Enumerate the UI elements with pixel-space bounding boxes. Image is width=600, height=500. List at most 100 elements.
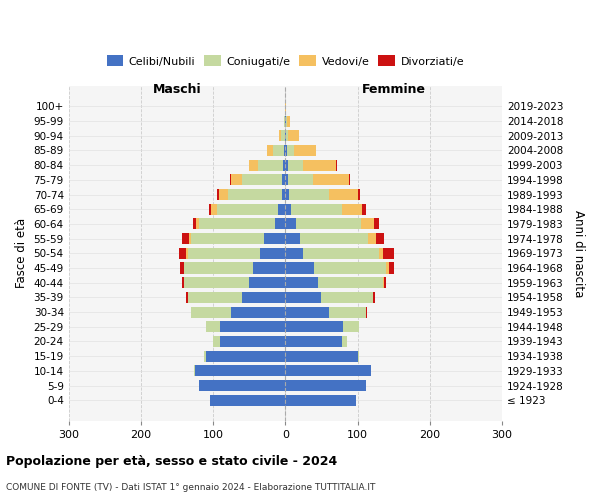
Bar <box>230 174 231 186</box>
Y-axis label: Fasce di età: Fasce di età <box>15 218 28 288</box>
Bar <box>194 366 195 376</box>
Bar <box>184 262 253 274</box>
Bar <box>258 160 283 170</box>
Bar <box>343 322 359 332</box>
Bar <box>180 262 184 274</box>
Bar <box>342 204 362 214</box>
Bar <box>199 380 286 391</box>
Bar <box>286 130 288 141</box>
Bar <box>219 189 227 200</box>
Bar <box>220 322 286 332</box>
Bar <box>366 306 367 318</box>
Bar <box>318 277 383 288</box>
Bar <box>227 189 282 200</box>
Bar <box>286 145 287 156</box>
Bar <box>286 262 314 274</box>
Bar <box>213 336 220 347</box>
Bar <box>286 116 287 126</box>
Bar <box>217 204 278 214</box>
Bar <box>286 174 287 186</box>
Bar <box>231 306 286 318</box>
Bar <box>386 262 389 274</box>
Bar <box>184 277 249 288</box>
Bar <box>289 189 329 200</box>
Bar <box>263 233 286 244</box>
Bar <box>282 174 286 186</box>
Text: Maschi: Maschi <box>153 83 202 96</box>
Bar <box>368 233 376 244</box>
Bar <box>284 130 286 141</box>
Bar <box>182 277 184 288</box>
Bar <box>189 233 191 244</box>
Bar <box>284 145 286 156</box>
Bar <box>249 277 286 288</box>
Bar <box>220 336 286 347</box>
Bar <box>275 218 286 230</box>
Bar <box>286 160 287 170</box>
Bar <box>287 116 290 126</box>
Bar <box>286 189 289 200</box>
Bar <box>217 189 219 200</box>
Bar <box>204 350 206 362</box>
Bar <box>253 262 286 274</box>
Bar <box>349 174 350 186</box>
Bar <box>282 189 286 200</box>
Bar <box>281 130 284 141</box>
Bar <box>322 292 373 303</box>
Bar <box>379 248 383 259</box>
Bar <box>304 248 379 259</box>
Bar <box>361 218 374 230</box>
Legend: Celibi/Nubili, Coniugati/e, Vedovi/e, Divorziati/e: Celibi/Nubili, Coniugati/e, Vedovi/e, Di… <box>102 51 469 71</box>
Bar <box>273 145 284 156</box>
Bar <box>287 174 313 186</box>
Bar <box>187 248 188 259</box>
Bar <box>286 366 371 376</box>
Bar <box>182 233 189 244</box>
Bar <box>286 336 342 347</box>
Text: COMUNE DI FONTE (TV) - Dati ISTAT 1° gennaio 2024 - Elaborazione TUTTITALIA.IT: COMUNE DI FONTE (TV) - Dati ISTAT 1° gen… <box>6 484 376 492</box>
Bar <box>358 350 359 362</box>
Bar <box>296 218 361 230</box>
Bar <box>286 292 322 303</box>
Bar <box>329 306 366 318</box>
Bar <box>383 248 394 259</box>
Text: Popolazione per età, sesso e stato civile - 2024: Popolazione per età, sesso e stato civil… <box>6 454 337 468</box>
Bar <box>294 145 316 156</box>
Bar <box>260 248 286 259</box>
Bar <box>209 394 286 406</box>
Bar <box>286 322 343 332</box>
Bar <box>374 218 379 230</box>
Bar <box>242 292 286 303</box>
Bar <box>249 160 258 170</box>
Bar <box>179 248 187 259</box>
Bar <box>358 189 360 200</box>
Bar <box>288 130 299 141</box>
Bar <box>191 233 263 244</box>
Bar <box>284 116 286 126</box>
Bar <box>209 204 211 214</box>
Bar <box>286 248 304 259</box>
Bar <box>286 277 318 288</box>
Bar <box>187 292 188 303</box>
Bar <box>373 292 375 303</box>
Y-axis label: Anni di nascita: Anni di nascita <box>572 210 585 297</box>
Bar <box>389 262 394 274</box>
Bar <box>286 380 366 391</box>
Bar <box>211 204 217 214</box>
Bar <box>193 218 196 230</box>
Bar <box>286 218 296 230</box>
Bar <box>286 233 300 244</box>
Bar <box>304 160 336 170</box>
Bar <box>362 204 365 214</box>
Bar <box>206 322 220 332</box>
Bar <box>291 204 342 214</box>
Bar <box>191 306 231 318</box>
Bar <box>242 174 282 186</box>
Bar <box>313 174 349 186</box>
Bar <box>206 350 286 362</box>
Bar <box>231 174 242 186</box>
Bar <box>342 336 347 347</box>
Bar <box>286 394 356 406</box>
Bar <box>300 233 368 244</box>
Bar <box>188 248 260 259</box>
